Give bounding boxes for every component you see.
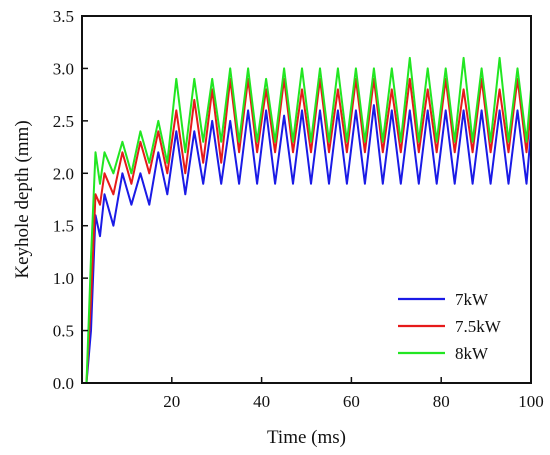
y-tick-label: 0.5	[53, 322, 74, 341]
y-tick-label: 2.5	[53, 112, 74, 131]
y-tick-label: 2.0	[53, 164, 74, 183]
y-tick-label: 0.0	[53, 374, 74, 393]
y-tick-label: 1.0	[53, 269, 74, 288]
series-layer	[82, 56, 532, 384]
y-tick-label: 1.5	[53, 217, 74, 236]
y-axis-title: Keyhole depth (mm)	[12, 120, 33, 278]
y-tick-label: 3.5	[53, 7, 74, 26]
x-tick-label: 60	[343, 392, 360, 411]
series-line-8kw	[82, 56, 532, 384]
legend: 7kW 7.5kW 8kW	[398, 290, 502, 363]
legend-label: 7.5kW	[455, 317, 502, 336]
x-axis-title: Time (ms)	[267, 427, 346, 448]
axis-layer: 0.0 0.5 1.0 1.5 2.0 2.5 3.0 3.5 20 40 60 80 100	[53, 7, 544, 411]
x-tick-label: 100	[518, 392, 544, 411]
x-tick-label: 40	[253, 392, 270, 411]
series-line-7-5kw	[82, 77, 532, 384]
series-line-7kw	[82, 104, 532, 384]
x-tick-label: 80	[433, 392, 450, 411]
plot-frame	[81, 15, 532, 384]
y-tick-label: 3.0	[53, 59, 74, 78]
x-tick-label: 20	[163, 392, 180, 411]
legend-label: 8kW	[455, 344, 489, 363]
legend-label: 7kW	[455, 290, 489, 309]
